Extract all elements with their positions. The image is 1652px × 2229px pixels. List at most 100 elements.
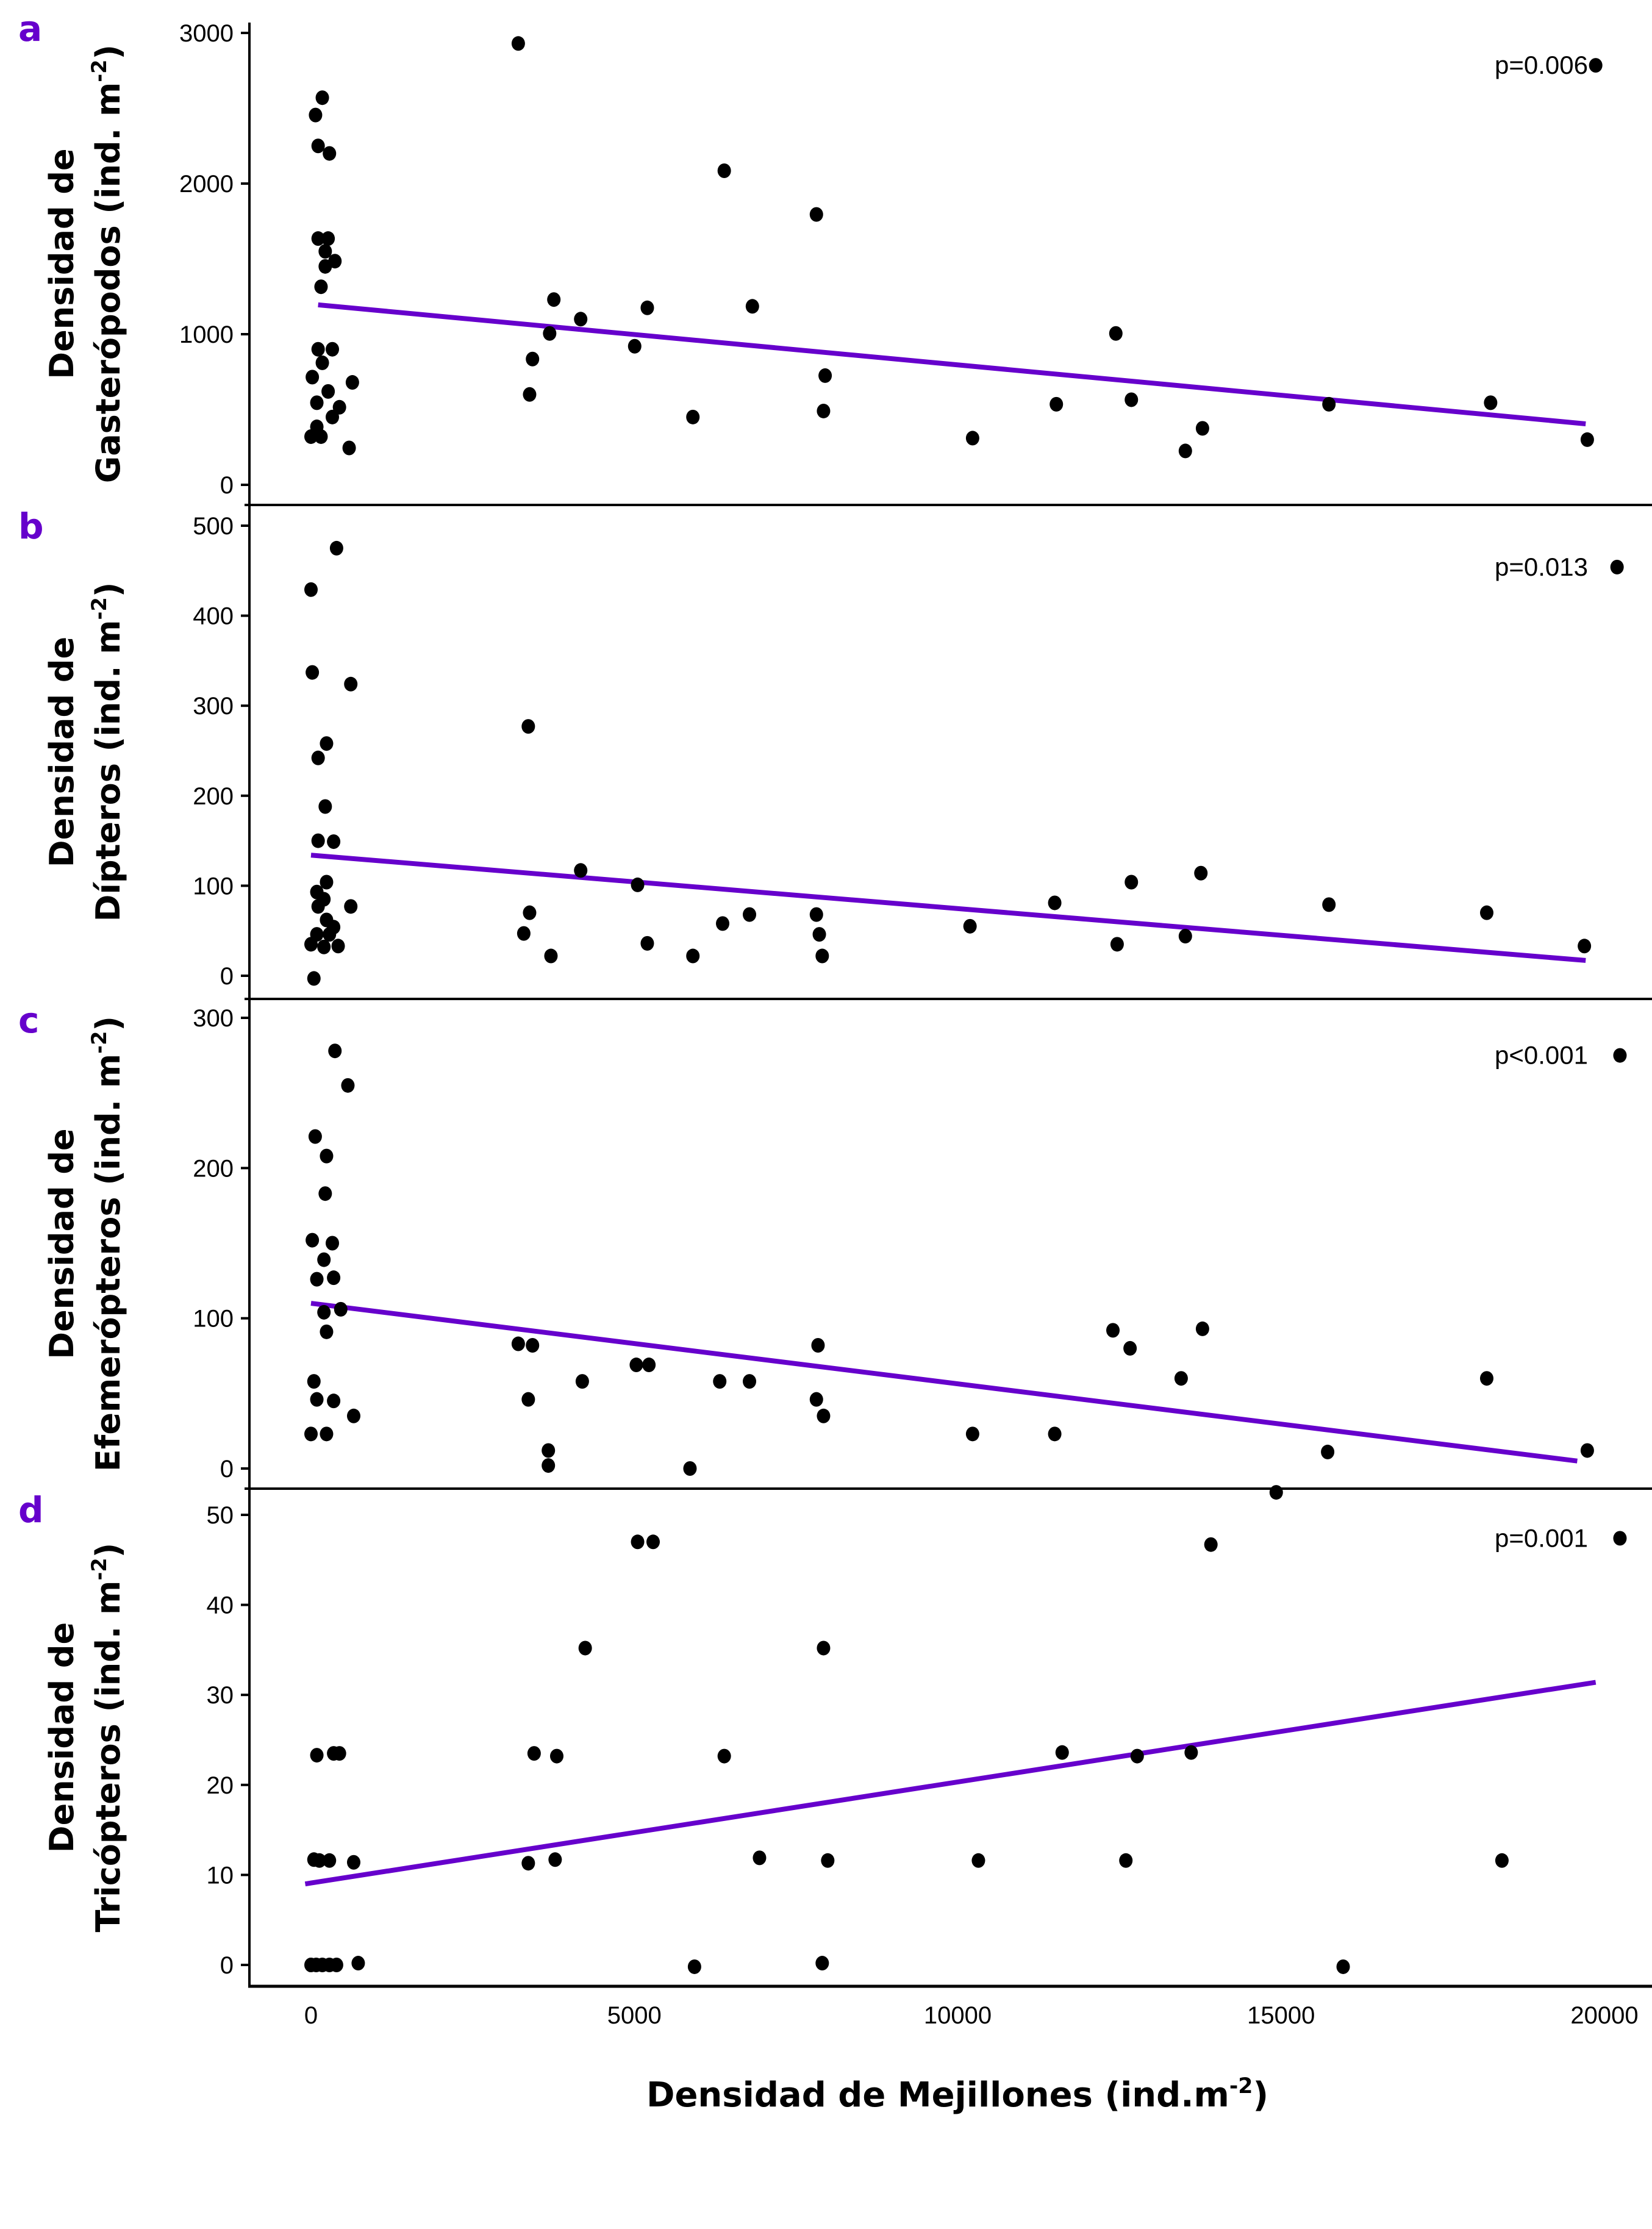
data-point [642,1358,656,1373]
data-point [1610,559,1624,574]
y-axis-label-sup: -2 [87,1031,111,1054]
trend-line [310,853,1586,963]
y-tick-label: 2000 [179,171,234,198]
data-point [344,899,358,914]
data-point [526,351,540,367]
y-axis-label-end: ) [89,1016,127,1031]
data-point [544,948,558,964]
data-point [574,863,588,878]
data-point [1479,1371,1493,1386]
data-point [309,107,323,123]
data-point [1479,905,1493,920]
y-tick-label: 50 [207,1502,234,1529]
data-point [351,1956,365,1971]
data-point [310,1272,324,1287]
y-axis-label-sup: -2 [87,60,111,82]
y-axis-label-line-2: Gasterópodos (ind. m [89,82,127,483]
y-tick-label: 10 [207,1862,234,1889]
panel-letter: c [18,1000,39,1041]
x-axis: 0 5000 10000 15000 20000 Densidad de Mejillo… [248,1984,1652,2115]
data-point [1336,1959,1350,1974]
data-point [1578,939,1592,954]
data-point [811,1338,825,1353]
y-tick-label: 30 [207,1682,234,1709]
data-point [1048,1426,1062,1442]
data-point [321,384,335,399]
x-axis-label-end: ) [1253,2075,1268,2115]
data-point [312,1853,326,1868]
data-point [320,1324,334,1339]
y-tick-label: 200 [193,783,234,810]
data-point [346,1408,360,1423]
y-axis-label-sup: -2 [87,1558,111,1580]
data-point [686,948,700,964]
data-point [1589,58,1603,73]
x-tick-label: 10000 [924,2002,992,2029]
data-point [578,1640,592,1656]
data-point [331,939,345,954]
data-point [1178,443,1192,459]
y-axis-label-end: ) [89,1543,127,1558]
data-point [1195,1321,1209,1336]
data-point [329,540,343,556]
y-tick-label: 400 [193,603,234,630]
y-tick-label: 40 [207,1592,234,1619]
data-point [753,1850,767,1866]
data-point [315,355,329,370]
data-point [346,1855,360,1870]
data-point [629,1358,643,1373]
data-point [1178,929,1192,944]
data-point [311,833,325,848]
data-point [317,1304,331,1320]
y-tick-label: 0 [220,1952,234,1979]
x-tick-label: 5000 [607,2002,662,2029]
data-point [817,1640,831,1656]
y-tick-label: 300 [193,693,234,720]
data-point [311,750,325,765]
y-tick-label: 200 [193,1155,234,1182]
data-point [1123,1340,1137,1356]
data-point [743,907,757,922]
data-point [304,937,318,952]
data-point [314,279,328,295]
trend-line [310,1301,1578,1464]
data-point [1125,392,1139,407]
data-point [542,1443,556,1458]
data-point [965,431,979,446]
data-point [341,1078,355,1093]
data-point [965,1426,979,1442]
panel-letter: b [18,506,44,547]
data-point [320,736,334,751]
data-point [311,342,325,357]
data-point [511,36,525,51]
data-point [511,1336,525,1351]
y-axis-label: Densidad de Gasterópodos (ind. m-2) [43,45,127,483]
data-point [317,939,331,954]
data-point [314,429,328,444]
y-axis-label-line-1: Densidad de [43,1128,81,1359]
y-axis-label-line-1: Densidad de [43,1622,81,1853]
data-point [325,342,339,357]
data-point [307,1374,321,1389]
y-axis-label: Densidad de Efemerópteros (ind. m-2) [43,1016,127,1472]
data-point [332,399,346,415]
data-point [575,1374,589,1389]
data-point [325,1236,339,1251]
data-point [320,875,334,890]
data-point [1321,1444,1335,1459]
data-point [631,1534,645,1550]
x-axis-label: Densidad de Mejillones (ind.m-2) [646,2074,1268,2115]
y-axis-label-end: ) [89,582,127,598]
data-point [817,1408,831,1423]
data-point [318,259,332,274]
data-point [543,326,557,341]
data-point [1174,1371,1188,1386]
x-ticks: 0 5000 10000 15000 20000 [304,2002,1639,2029]
data-point [809,907,823,922]
data-point [311,231,325,246]
y-tick-label: 1000 [179,321,234,348]
data-point [527,1746,541,1761]
data-point [321,231,335,246]
data-point [1204,1537,1218,1552]
data-point [640,300,654,315]
